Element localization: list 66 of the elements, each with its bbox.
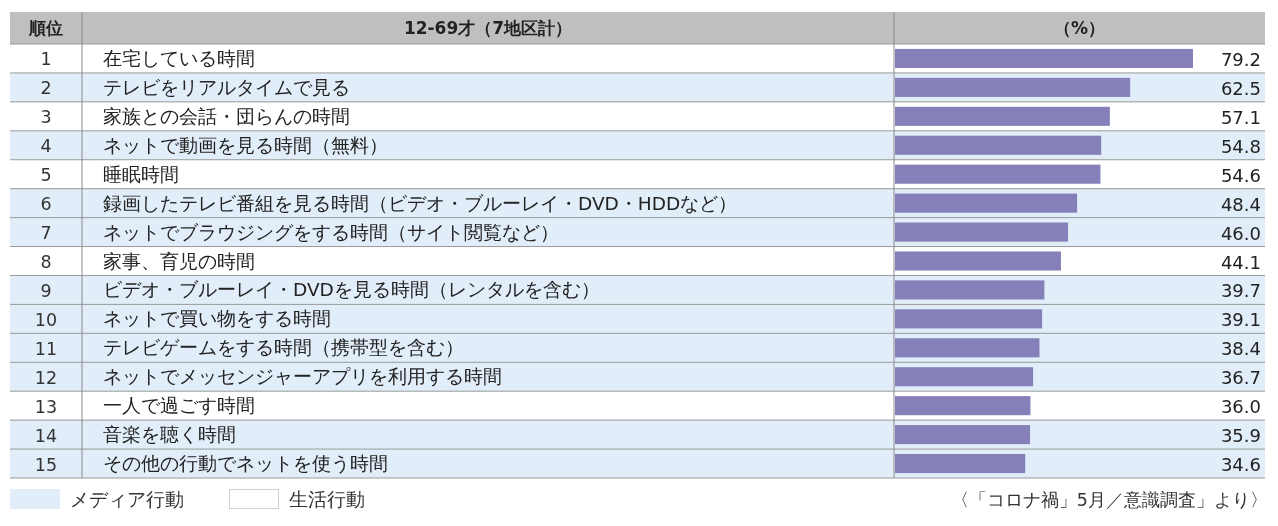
y-tick-label: テレビゲームをする時間（携帯型を含む） bbox=[103, 337, 464, 359]
data-label: 35.9 bbox=[1220, 425, 1261, 447]
y2-tick-label: 6 bbox=[40, 194, 52, 215]
bar bbox=[895, 338, 1040, 358]
data-label: 62.5 bbox=[1220, 77, 1261, 99]
data-label: 54.8 bbox=[1220, 135, 1261, 157]
bar bbox=[895, 309, 1043, 329]
y2-tick-label: 1 bbox=[40, 49, 52, 70]
data-label: 36.7 bbox=[1220, 367, 1261, 389]
data-label: 44.1 bbox=[1220, 251, 1261, 273]
data-label: 39.1 bbox=[1220, 309, 1261, 331]
y2-tick-label: 2 bbox=[40, 78, 52, 99]
y2-tick-label: 9 bbox=[40, 280, 52, 301]
data-label: 79.2 bbox=[1220, 48, 1261, 70]
data-label: 38.4 bbox=[1220, 338, 1261, 360]
y-tick-label: ビデオ・ブルーレイ・DVDを見る時間（レンタルを含む） bbox=[103, 279, 600, 301]
y-tick-label: テレビをリアルタイムで見る bbox=[103, 76, 350, 98]
bar bbox=[895, 396, 1031, 416]
data-label: 39.7 bbox=[1220, 280, 1261, 302]
y2-axis-title: 順位 bbox=[28, 18, 63, 38]
y2-tick-label: 14 bbox=[34, 425, 58, 446]
data-label: 54.6 bbox=[1220, 164, 1261, 186]
y-tick-label: ネットでブラウジングをする時間（サイト閲覧など） bbox=[103, 221, 559, 243]
y-tick-label: ネットでメッセンジャーアプリを利用する時間 bbox=[103, 366, 502, 388]
bar bbox=[895, 453, 1026, 474]
bar bbox=[895, 193, 1078, 213]
y-tick-label: 音楽を聴く時間 bbox=[103, 424, 236, 446]
bar bbox=[895, 48, 1193, 69]
y2-tick-label: 13 bbox=[34, 396, 58, 417]
data-label: 34.6 bbox=[1220, 454, 1261, 476]
data-label: 48.4 bbox=[1220, 193, 1261, 215]
y-tick-label: その他の行動でネットを使う時間 bbox=[103, 453, 388, 475]
bar bbox=[895, 77, 1131, 97]
y-tick-label: ネットで買い物をする時間 bbox=[103, 308, 331, 330]
y2-tick-label: 11 bbox=[34, 338, 58, 359]
y2-tick-label: 8 bbox=[40, 252, 52, 272]
bar bbox=[895, 222, 1069, 242]
y-tick-label: 録画したテレビ番組を見る時間（ビデオ・ブルーレイ・DVD・HDDなど） bbox=[103, 192, 738, 214]
y2-tick-label: 4 bbox=[40, 136, 52, 157]
data-label: 46.0 bbox=[1220, 222, 1261, 244]
y-tick-label: 家事、育児の時間 bbox=[103, 250, 255, 272]
legend-label: メディア行動 bbox=[70, 488, 184, 510]
bar bbox=[895, 135, 1102, 155]
x-axis-title: （%） bbox=[1053, 18, 1106, 38]
bar bbox=[895, 251, 1061, 271]
y2-tick-label: 12 bbox=[34, 367, 58, 388]
y-tick-label: 睡眠時間 bbox=[103, 163, 179, 185]
y-tick-label: 一人で過ごす時間 bbox=[103, 395, 255, 417]
y2-tick-label: 5 bbox=[40, 165, 52, 186]
data-label: 36.0 bbox=[1220, 396, 1261, 418]
y-tick-label: 家族との会話・団らんの時間 bbox=[103, 105, 350, 127]
bar bbox=[895, 425, 1031, 445]
y2-tick-label: 10 bbox=[34, 309, 58, 330]
y-tick-label: ネットで動画を見る時間（無料） bbox=[103, 134, 388, 156]
y2-tick-label: 15 bbox=[34, 454, 58, 475]
text: 生活行動 bbox=[289, 488, 365, 510]
y2-tick-label: 3 bbox=[40, 107, 52, 128]
y2-tick-label: 7 bbox=[40, 223, 52, 244]
y-axis-title: 12-69才（7地区計） bbox=[403, 18, 573, 38]
text: 〈「コロナ禍」5月／意識調査」より〉 bbox=[950, 490, 1268, 510]
bar bbox=[895, 280, 1045, 300]
bar bbox=[895, 367, 1034, 387]
y-tick-label: 在宅している時間 bbox=[103, 47, 255, 69]
data-label: 57.1 bbox=[1220, 106, 1261, 128]
bar bbox=[895, 164, 1101, 184]
bar bbox=[895, 106, 1110, 126]
